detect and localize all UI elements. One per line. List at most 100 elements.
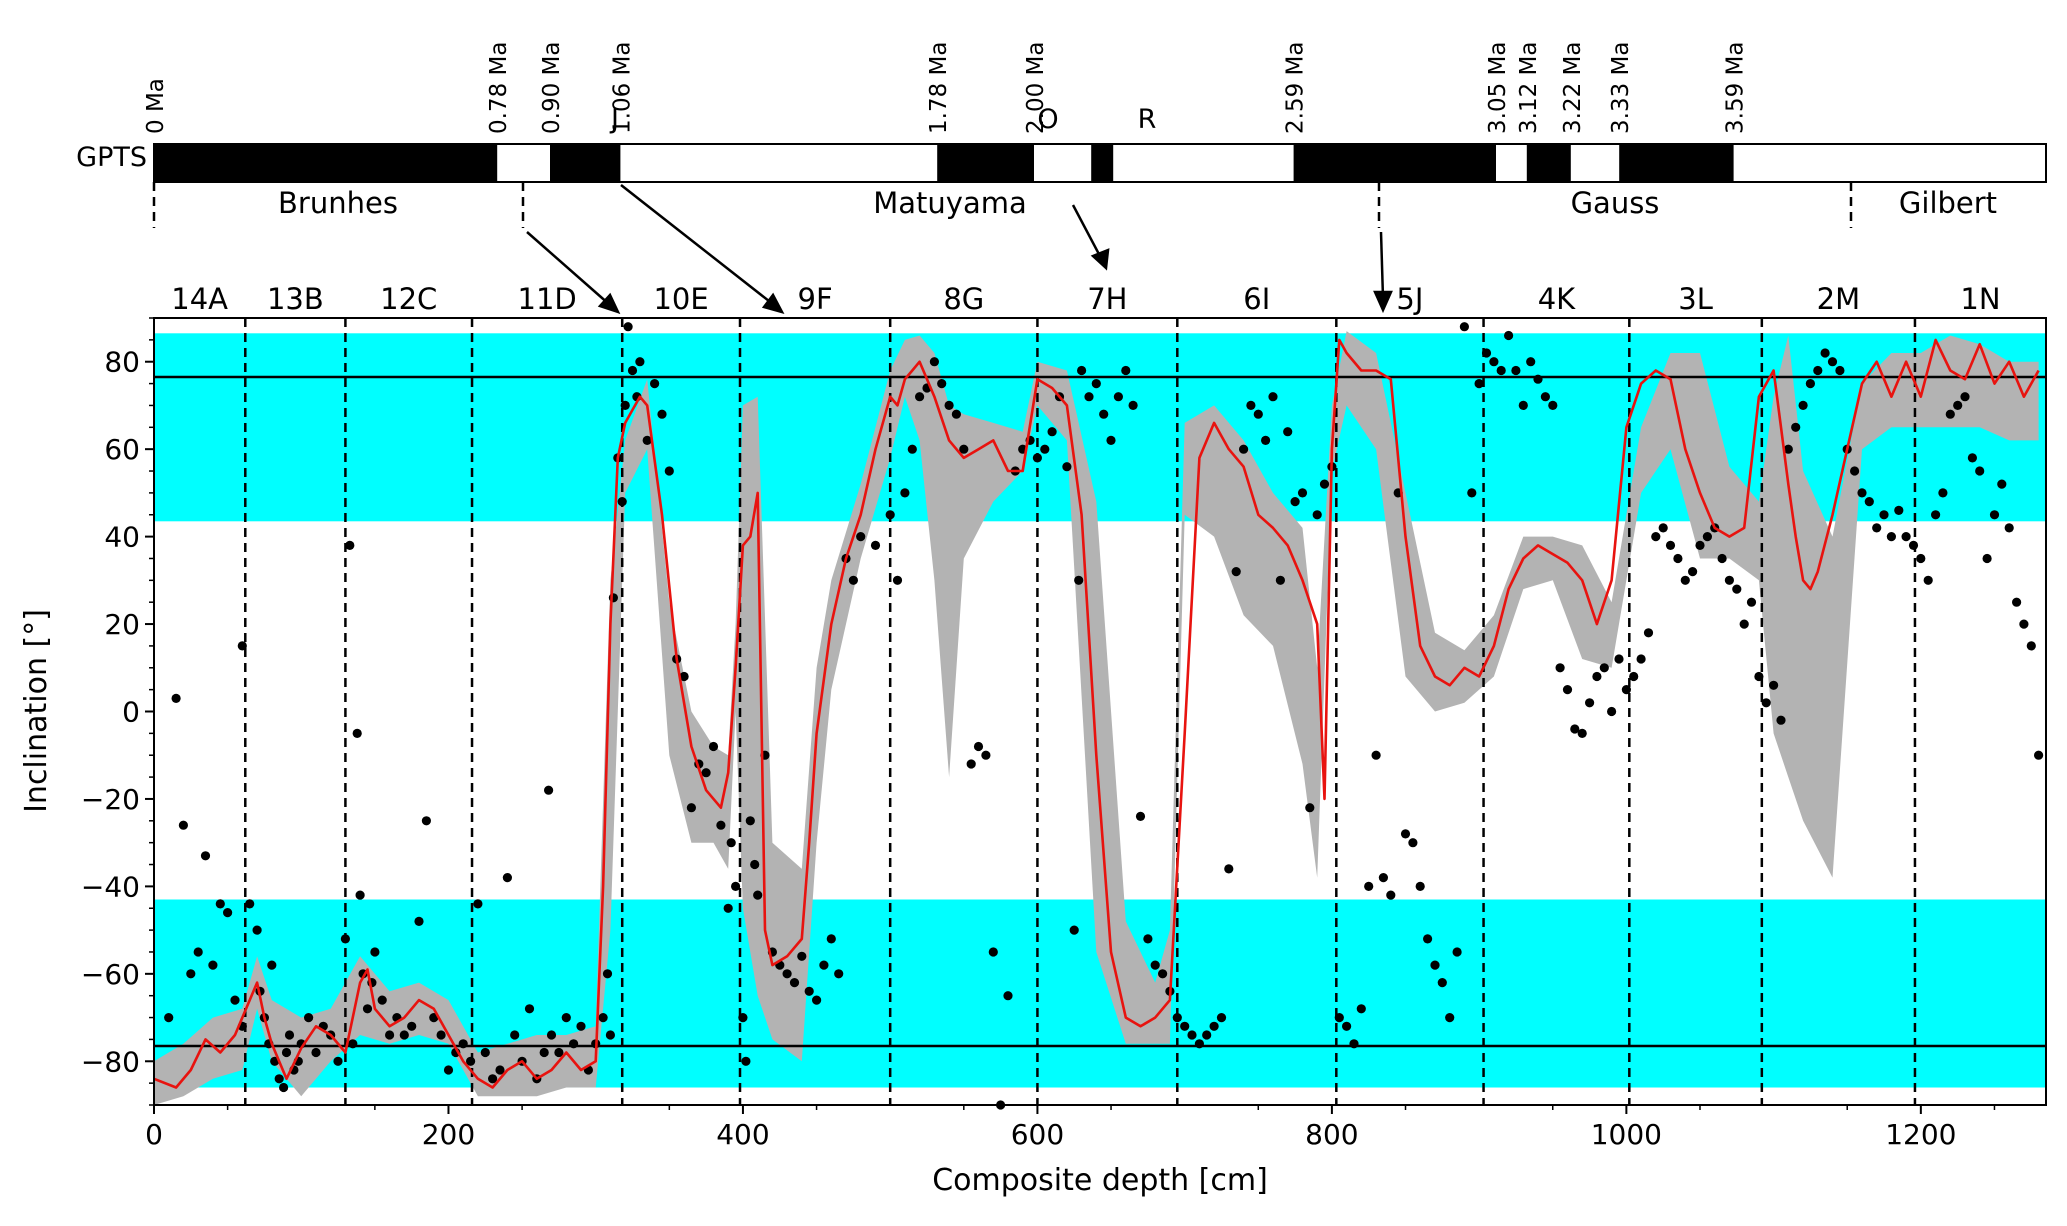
data-point (230, 995, 240, 1005)
data-point (1813, 365, 1823, 376)
data-point (1886, 532, 1896, 542)
data-point (1688, 567, 1698, 577)
data-point (1607, 706, 1617, 717)
data-point (274, 1074, 284, 1084)
data-point (701, 768, 711, 778)
data-point (1437, 978, 1447, 988)
data-point (345, 540, 355, 551)
data-point (1180, 1021, 1190, 1031)
data-point (1769, 680, 1779, 690)
data-point (436, 1030, 446, 1040)
gpts-age-label: 3.12 Ma (1516, 42, 1542, 134)
data-point (741, 1056, 751, 1066)
data-point (2012, 597, 2022, 607)
section-label-11D: 11D (518, 282, 577, 316)
data-point (1585, 698, 1595, 708)
data-point (753, 890, 763, 900)
data-point (200, 851, 211, 861)
data-point (458, 1039, 468, 1049)
data-point (1827, 357, 1838, 367)
data-point (605, 1030, 616, 1040)
section-label-7H: 7H (1087, 282, 1127, 316)
data-point (1518, 400, 1528, 410)
data-point (731, 881, 741, 892)
data-point (598, 1013, 608, 1023)
y-tick-label: 0 (122, 696, 140, 729)
section-label-12C: 12C (380, 282, 437, 316)
data-point (1305, 803, 1315, 813)
data-point (1091, 379, 1101, 389)
data-point (370, 947, 380, 957)
data-point (812, 995, 822, 1005)
data-point (1599, 663, 1609, 673)
data-point (1938, 488, 1948, 498)
data-point (1931, 510, 1941, 520)
data-point (907, 444, 917, 454)
data-point (885, 510, 895, 520)
data-point (1459, 322, 1469, 332)
data-point (1923, 575, 1933, 585)
data-point (284, 1030, 295, 1040)
data-point (1069, 925, 1079, 935)
chron-label-brunhes: Brunhes (278, 186, 398, 220)
data-point (726, 838, 736, 848)
red-smoothed-curve (153, 338, 2040, 1089)
data-point (819, 960, 829, 970)
data-point (1680, 575, 1690, 585)
data-point (473, 899, 483, 909)
data-point (362, 1004, 373, 1014)
data-point (1717, 553, 1727, 564)
data-point (1739, 619, 1749, 629)
data-point (1253, 409, 1263, 419)
data-point (340, 934, 350, 944)
data-point (569, 1039, 579, 1049)
x-tick-label: 1200 (1885, 1118, 1956, 1151)
gpts-block-2 (937, 144, 1034, 182)
data-point (399, 1030, 409, 1040)
gpts-age-label: 1.06 Ma (609, 42, 635, 134)
data-point (1172, 1013, 1182, 1023)
data-point (281, 1047, 292, 1058)
data-point (510, 1030, 520, 1040)
data-point (279, 1082, 289, 1093)
data-point (716, 820, 726, 830)
data-point (1577, 728, 1587, 739)
x-tick-label: 600 (1011, 1118, 1064, 1151)
gpts-block-6 (1619, 144, 1734, 182)
data-point (1283, 427, 1293, 437)
data-point (1040, 444, 1050, 454)
y-tick-label: −80 (81, 1045, 140, 1078)
data-point (650, 379, 660, 389)
data-point (1312, 510, 1322, 520)
data-point (215, 899, 225, 909)
section-label-4K: 4K (1538, 282, 1576, 316)
data-point (657, 409, 667, 419)
data-point (617, 497, 627, 507)
data-point (1997, 479, 2007, 489)
data-point (333, 1056, 343, 1066)
data-point (1621, 685, 1631, 695)
data-point (1121, 365, 1131, 376)
data-point (1916, 553, 1926, 564)
data-point (1047, 427, 1057, 437)
gpts-block-5 (1526, 144, 1571, 182)
data-point (245, 899, 255, 909)
section-label-6I: 6I (1243, 282, 1270, 316)
data-point (1967, 453, 1977, 463)
data-point (1364, 881, 1374, 892)
section-label-10E: 10E (653, 282, 708, 316)
data-point (495, 1065, 505, 1075)
data-point (1474, 379, 1484, 389)
data-point (502, 873, 512, 883)
gpts-label: GPTS (76, 142, 147, 173)
smoothed-inclination-line (153, 338, 2040, 1089)
gpts-block-1 (550, 144, 621, 182)
data-point (1798, 400, 1808, 410)
data-point (1113, 392, 1123, 402)
y-axis-label: Inclination [°] (19, 609, 54, 813)
x-tick-label: 200 (422, 1118, 475, 1151)
data-point (1246, 400, 1256, 410)
data-point (1239, 444, 1249, 454)
data-point (443, 1065, 454, 1075)
gpts-age-label: 0.78 Ma (486, 42, 512, 134)
